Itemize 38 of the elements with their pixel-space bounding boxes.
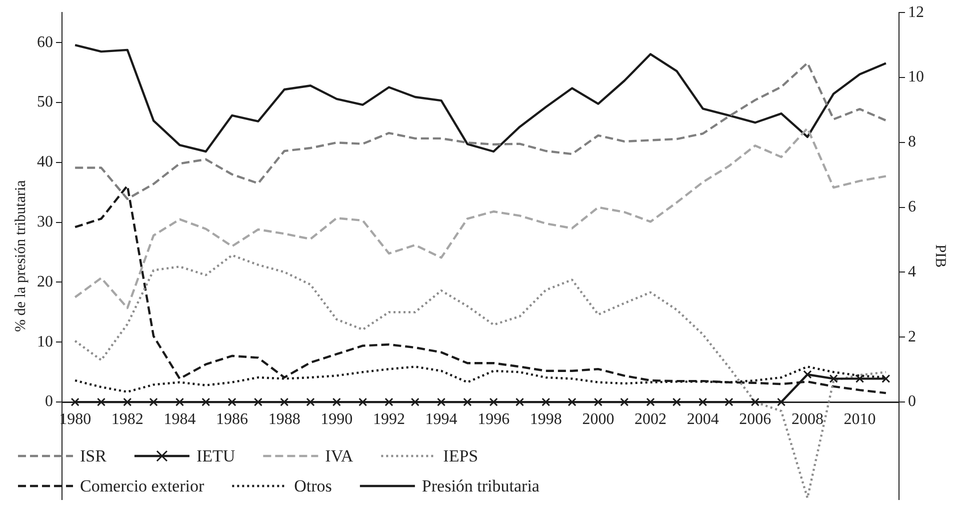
x-tick-label: 1990 <box>320 410 353 428</box>
x-tick-label: 1986 <box>216 410 248 428</box>
y2-axis-title: PIB <box>932 244 948 268</box>
x-tick-label: 2008 <box>791 410 824 428</box>
y-axis-title: % de la presión tributaria <box>12 180 29 332</box>
x-tick-label: 2006 <box>739 410 772 428</box>
x-tick-label: 2004 <box>686 410 719 428</box>
y-tick-label: 40 <box>37 154 53 171</box>
x-tick-label: 2000 <box>582 410 614 428</box>
legend-label: IETU <box>196 446 236 466</box>
x-tick-label: 1998 <box>530 410 562 428</box>
x-tick-label: 2010 <box>844 410 876 428</box>
legend-label: Comercio exterior <box>80 476 204 496</box>
legend-label: IVA <box>325 446 354 466</box>
y-tick-label: 30 <box>37 214 53 230</box>
legend-label: ISR <box>80 446 108 466</box>
y-tick-label: 60 <box>37 34 53 51</box>
x-tick-label: 1994 <box>425 410 458 428</box>
y2-tick-label: 2 <box>908 328 916 346</box>
y-tick-label: 0 <box>45 393 53 410</box>
y2-tick-label: 4 <box>908 263 916 280</box>
x-tick-label: 1984 <box>164 410 196 428</box>
x-tick-label: 1992 <box>372 410 405 428</box>
x-tick-label: 2002 <box>634 410 667 428</box>
y2-tick-label: 6 <box>908 198 916 216</box>
x-tick-label: 1988 <box>268 410 300 428</box>
y-tick-label: 50 <box>37 94 53 111</box>
y2-tick-label: 0 <box>908 393 916 410</box>
y2-tick-label: 8 <box>908 134 916 151</box>
y-tick-label: 10 <box>37 333 53 350</box>
legend-label: IEPS <box>443 446 478 466</box>
y2-tick-label: 10 <box>908 68 924 86</box>
x-tick-label: 1996 <box>478 410 510 428</box>
legend-label: Otros <box>294 476 332 496</box>
y2-tick-label: 12 <box>908 4 924 21</box>
y-tick-label: 20 <box>37 273 53 290</box>
x-tick-label: 1982 <box>111 410 144 428</box>
legend-label: Presión tributaria <box>422 476 540 496</box>
